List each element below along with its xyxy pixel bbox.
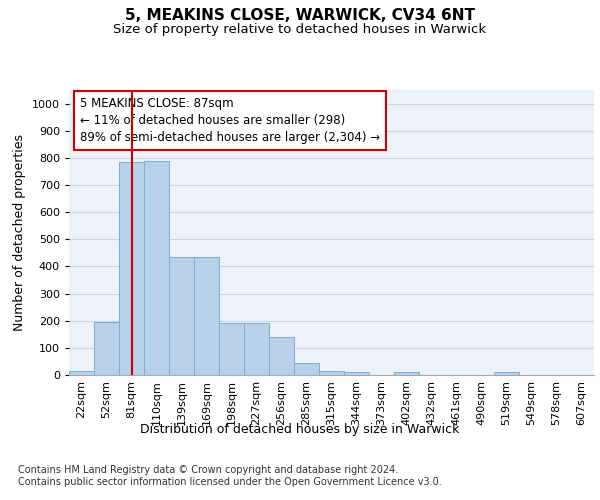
Bar: [344, 372, 369, 375]
Bar: [294, 363, 319, 375]
Bar: [269, 337, 294, 375]
Bar: [494, 372, 519, 375]
Bar: [144, 160, 169, 375]
Bar: [219, 324, 244, 375]
Bar: [119, 162, 144, 375]
Y-axis label: Number of detached properties: Number of detached properties: [13, 134, 26, 331]
Bar: [69, 371, 94, 375]
Bar: [194, 257, 219, 375]
Text: Distribution of detached houses by size in Warwick: Distribution of detached houses by size …: [140, 422, 460, 436]
Bar: [94, 322, 119, 375]
Text: 5, MEAKINS CLOSE, WARWICK, CV34 6NT: 5, MEAKINS CLOSE, WARWICK, CV34 6NT: [125, 8, 475, 22]
Bar: [169, 257, 194, 375]
Text: 5 MEAKINS CLOSE: 87sqm
← 11% of detached houses are smaller (298)
89% of semi-de: 5 MEAKINS CLOSE: 87sqm ← 11% of detached…: [79, 97, 380, 144]
Bar: [394, 372, 419, 375]
Bar: [319, 371, 344, 375]
Bar: [244, 324, 269, 375]
Text: Contains HM Land Registry data © Crown copyright and database right 2024.
Contai: Contains HM Land Registry data © Crown c…: [18, 465, 442, 486]
Text: Size of property relative to detached houses in Warwick: Size of property relative to detached ho…: [113, 22, 487, 36]
